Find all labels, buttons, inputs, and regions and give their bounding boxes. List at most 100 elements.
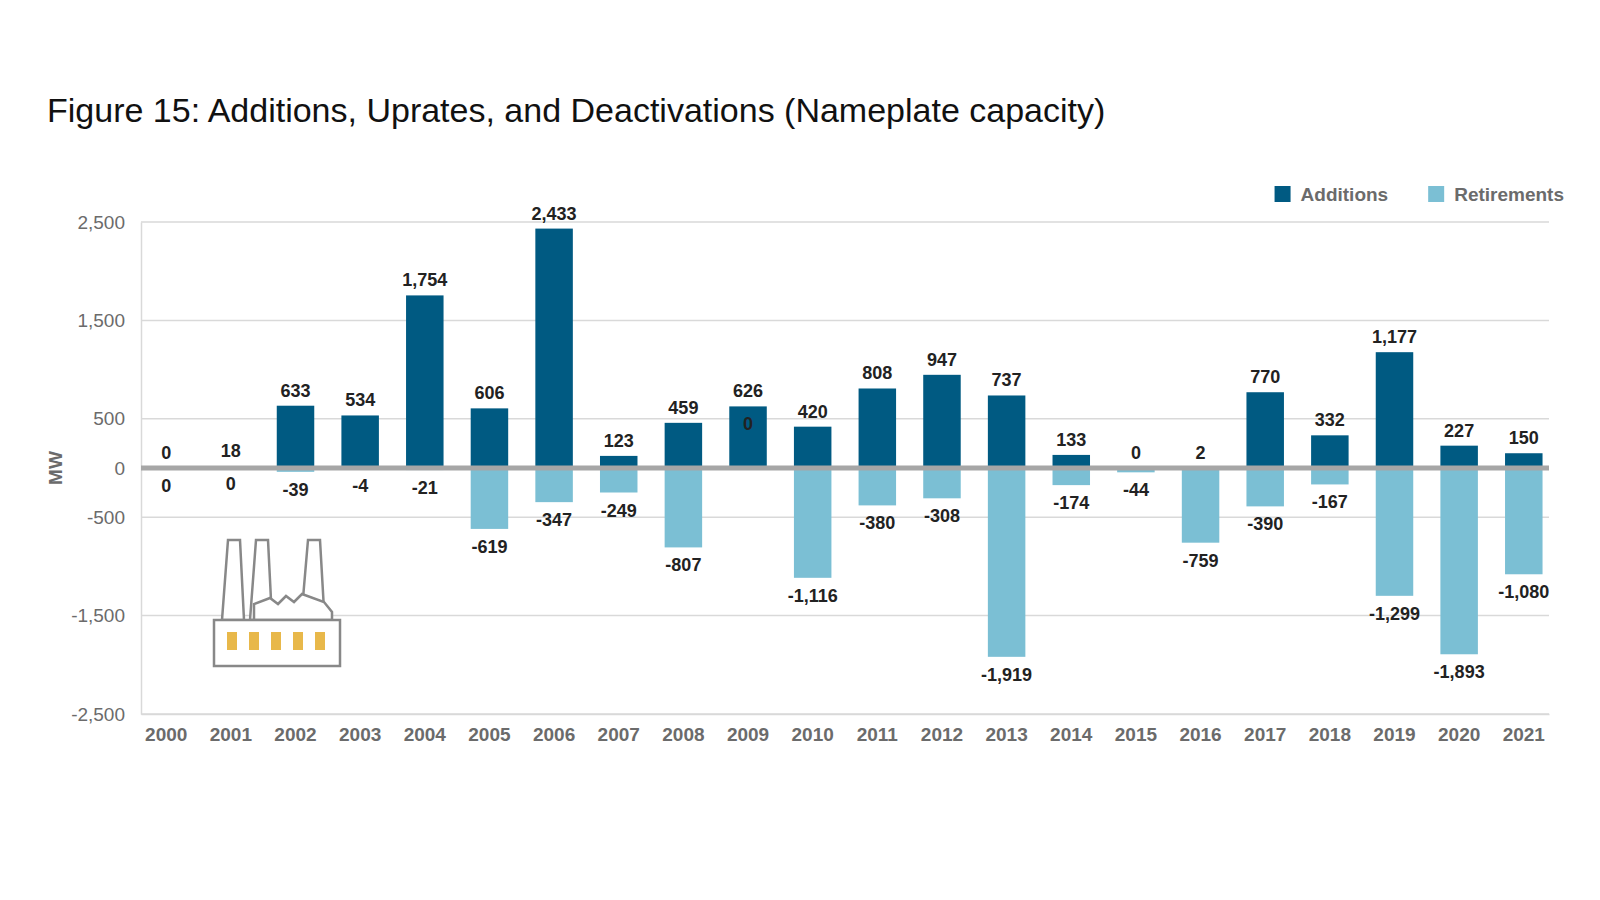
bars	[212, 229, 1542, 657]
y-tick: 0	[114, 458, 141, 479]
bar	[535, 229, 572, 468]
bar	[859, 388, 896, 468]
y-tick: -2,500	[71, 704, 141, 725]
x-tick: 2016	[1179, 714, 1221, 745]
x-tick-label: 2001	[210, 724, 253, 745]
x-tick-label: 2009	[727, 724, 769, 745]
data-label: 770	[1250, 367, 1280, 387]
bar	[988, 468, 1025, 657]
y-tick: -500	[87, 507, 141, 528]
bar	[794, 427, 831, 468]
x-tick-label: 2002	[274, 724, 316, 745]
grid-line	[141, 320, 1549, 322]
x-tick-label: 2008	[662, 724, 704, 745]
data-label: 0	[743, 414, 753, 434]
data-label: 459	[668, 398, 698, 418]
x-tick-label: 2005	[468, 724, 511, 745]
y-tick-label: 0	[114, 458, 125, 479]
data-label: 534	[345, 390, 375, 410]
bar	[1053, 468, 1090, 485]
bar	[1440, 446, 1477, 468]
data-label: 2,433	[532, 204, 577, 224]
bar	[859, 468, 896, 505]
y-tick-label: 500	[93, 408, 125, 429]
data-label: -1,919	[981, 665, 1032, 685]
x-tick-label: 2006	[533, 724, 575, 745]
data-label: 0	[226, 474, 236, 494]
x-tick: 2017	[1244, 714, 1286, 745]
x-tick-label: 2010	[792, 724, 834, 745]
y-tick: 2,500	[77, 212, 141, 233]
bar	[923, 375, 960, 468]
x-tick: 2000	[145, 714, 187, 745]
data-label: 737	[992, 370, 1022, 390]
legend-label: Retirements	[1454, 184, 1564, 205]
x-tick-label: 2011	[857, 724, 899, 745]
data-label: -380	[859, 513, 895, 533]
factory-icon	[214, 540, 340, 666]
x-tick: 2014	[1050, 714, 1093, 745]
x-tick: 2011	[857, 714, 899, 745]
x-tick: 2008	[662, 714, 704, 745]
bar	[471, 408, 508, 468]
data-label: 0	[161, 443, 171, 463]
data-label: 150	[1509, 428, 1539, 448]
legend-label: Additions	[1301, 184, 1389, 205]
data-label: 0	[161, 476, 171, 496]
bar	[1376, 468, 1413, 596]
bar	[1246, 392, 1283, 468]
data-label: -167	[1312, 492, 1348, 512]
legend-swatch	[1275, 186, 1291, 202]
bar	[1376, 352, 1413, 468]
bar	[794, 468, 831, 578]
bar	[277, 406, 314, 468]
data-label: -759	[1183, 551, 1219, 571]
x-tick: 2002	[274, 714, 316, 745]
icon-part	[214, 620, 340, 666]
title: Figure 15: Additions, Uprates, and Deact…	[47, 91, 1105, 129]
data-label: 947	[927, 350, 957, 370]
data-label: -174	[1053, 493, 1089, 513]
zero-line	[141, 466, 1549, 471]
bar	[600, 468, 637, 493]
x-tick-label: 2000	[145, 724, 187, 745]
grid-line	[141, 467, 1549, 469]
y-tick: -1,500	[71, 605, 141, 626]
x-tick-label: 2013	[985, 724, 1027, 745]
data-label: 626	[733, 381, 763, 401]
data-label: -308	[924, 506, 960, 526]
x-tick: 2015	[1115, 714, 1158, 745]
x-tick: 2001	[210, 714, 253, 745]
bar	[1182, 468, 1219, 543]
chart: Figure 15: Additions, Uprates, and Deact…	[0, 0, 1600, 900]
data-label: -1,080	[1498, 582, 1549, 602]
icon-part	[293, 632, 303, 650]
bar	[406, 295, 443, 468]
x-tick-label: 2020	[1438, 724, 1480, 745]
data-label: -1,893	[1434, 662, 1485, 682]
y-axis: -2,500-1,500-50005001,5002,500	[71, 212, 141, 725]
x-tick: 2007	[598, 714, 640, 745]
data-label: 2	[1196, 443, 1206, 463]
data-label: -619	[471, 537, 507, 557]
x-tick-label: 2014	[1050, 724, 1093, 745]
x-tick: 2018	[1309, 714, 1351, 745]
data-label: 633	[280, 381, 310, 401]
x-tick-label: 2018	[1309, 724, 1351, 745]
data-label: -390	[1247, 514, 1283, 534]
x-tick: 2006	[533, 714, 575, 745]
data-label: 133	[1056, 430, 1086, 450]
data-label: -44	[1123, 480, 1149, 500]
data-label: -4	[352, 476, 368, 496]
data-label: -39	[282, 480, 308, 500]
y-tick-label: 2,500	[77, 212, 125, 233]
data-label: 227	[1444, 421, 1474, 441]
legend-swatch	[1428, 186, 1444, 202]
icon-part	[271, 632, 281, 650]
data-label: 808	[862, 363, 892, 383]
y-tick-label: -500	[87, 507, 125, 528]
grid-line	[141, 615, 1549, 617]
y-tick-label: -2,500	[71, 704, 125, 725]
y-tick-label: -1,500	[71, 605, 125, 626]
x-tick-label: 2007	[598, 724, 640, 745]
